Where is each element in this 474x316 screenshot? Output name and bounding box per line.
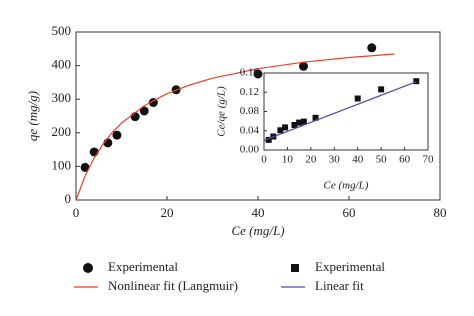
x-tick-label: 50 [376,154,388,166]
data-point [299,61,308,71]
x-tick-label: 20 [305,154,317,166]
data-point [282,124,289,131]
y-axis-label: qe (mg/g) [25,91,40,141]
data-point [413,78,420,85]
data-point [139,106,149,116]
data-point [265,136,272,143]
y-tick-label: 0.16 [240,67,260,79]
x-tick-label: 30 [329,154,341,166]
x-tick-label: 40 [252,205,265,220]
data-point [130,112,140,122]
data-point [112,130,122,140]
data-point [80,162,90,172]
x-tick-label: 0 [261,154,267,166]
data-point [291,121,298,128]
y-tick-label: 300 [52,90,72,105]
y-tick-label: 0 [65,191,72,206]
fit-line [263,81,417,141]
x-tick-label: 40 [352,154,364,166]
legend-marker [83,263,93,273]
y-tick-label: 500 [52,23,72,38]
x-tick-label: 0 [73,205,80,220]
x-tick-label: 70 [423,154,435,166]
x-tick-label: 20 [161,205,174,220]
data-point [277,127,284,134]
y-axis-label: Ce/qe (g/L) [216,86,228,137]
y-tick-label: 100 [52,157,72,172]
data-point [354,95,361,102]
legend-marker [291,264,299,272]
legend-label: Experimental [315,259,385,274]
y-tick-label: 0.12 [240,86,259,98]
y-tick-label: 400 [52,57,72,72]
y-tick-label: 0.00 [240,144,260,156]
x-tick-label: 80 [434,205,447,220]
y-tick-label: 200 [52,124,72,139]
data-point [378,86,385,93]
fit-line [75,53,395,201]
y-tick-label: 0.04 [240,124,260,136]
y-tick-label: 0.08 [240,105,260,117]
data-point [296,119,303,126]
x-axis-label: Ce (mg/L) [324,180,369,192]
x-tick-label: 60 [399,154,411,166]
data-point [300,118,307,125]
plot-frame [263,72,429,151]
legend-label: Linear fit [315,278,364,293]
legend-label: Nonlinear fit (Langmuir) [108,278,238,293]
data-point [253,69,263,79]
x-axis-label: Ce (mg/L) [231,223,284,238]
plot: 0 10 20 30 40 50 60 70 0.00 0.04 0.08 0.12 0.16 Ce (m… [216,67,434,192]
x-tick-label: 10 [282,154,294,166]
data-point [312,114,319,121]
legend-label: Experimental [108,259,178,274]
data-point [367,43,377,53]
x-tick-label: 60 [343,205,356,220]
